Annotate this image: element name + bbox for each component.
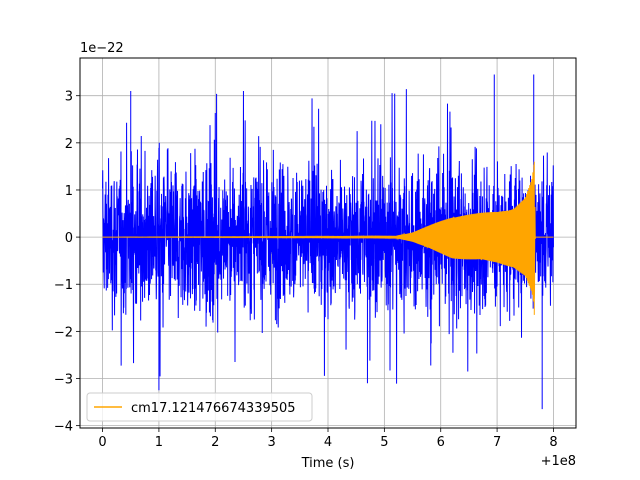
x-tick-label: 5 xyxy=(380,435,388,450)
plot-area xyxy=(102,74,554,410)
x-tick-label: 8 xyxy=(549,435,557,450)
y-tick-label: −3 xyxy=(54,373,73,388)
x-axis: 0 1 2 3 4 5 6 7 8 xyxy=(98,428,558,450)
x-tick-label: 6 xyxy=(437,435,445,450)
x-tick-label: 0 xyxy=(98,435,106,450)
y-tick-label: 2 xyxy=(65,137,73,152)
x-tick-label: 4 xyxy=(324,435,332,450)
x-tick-label: 2 xyxy=(211,435,219,450)
y-tick-label: 0 xyxy=(65,231,73,246)
y-tick-label: −1 xyxy=(54,278,73,293)
x-offset-label: +1e8 xyxy=(541,454,576,469)
x-tick-label: 1 xyxy=(155,435,163,450)
legend-box xyxy=(86,392,313,422)
legend-label-chirp: cm17.121476674339505 xyxy=(131,401,296,416)
x-tick-label: 3 xyxy=(267,435,275,450)
x-tick-label: 7 xyxy=(493,435,501,450)
y-tick-label: −2 xyxy=(54,325,73,340)
series-noise-line xyxy=(102,74,554,410)
y-scale-label: 1e−22 xyxy=(80,41,124,56)
y-tick-label: 1 xyxy=(65,184,73,199)
series-chirp-line xyxy=(102,161,554,315)
y-axis: −4 −3 −2 −1 0 1 2 3 xyxy=(54,90,80,435)
x-axis-label: Time (s) xyxy=(301,456,355,471)
legend: cm17.121476674339505 xyxy=(86,392,313,422)
y-tick-label: −4 xyxy=(54,420,73,435)
y-tick-label: 3 xyxy=(65,90,73,105)
